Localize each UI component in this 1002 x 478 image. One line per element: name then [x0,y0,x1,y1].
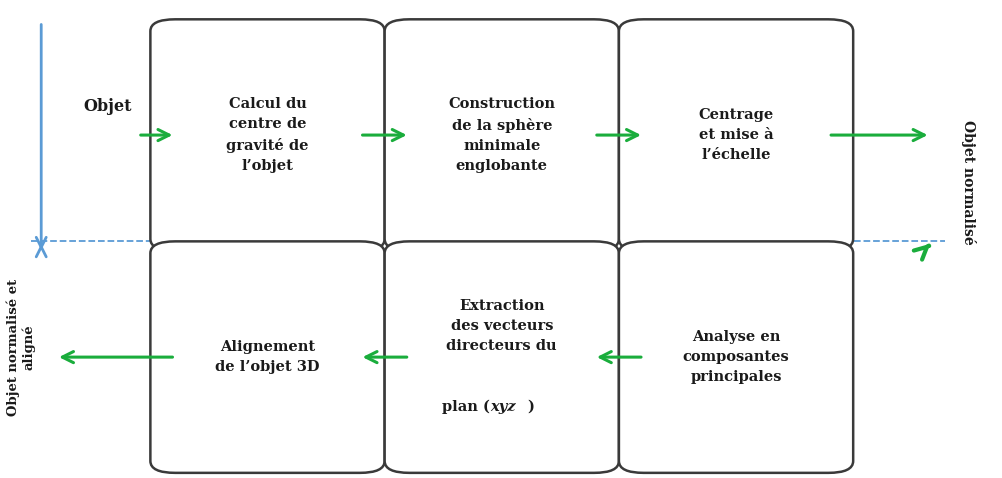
Text: Analyse en
composantes
principales: Analyse en composantes principales [682,330,789,384]
FancyBboxPatch shape [150,241,384,473]
Text: plan (: plan ( [442,400,489,414]
FancyBboxPatch shape [618,241,853,473]
Text: Extraction
des vecteurs
directeurs du: Extraction des vecteurs directeurs du [446,299,556,353]
Text: Objet: Objet [84,98,132,115]
Text: Construction
de la sphère
minimale
englobante: Construction de la sphère minimale englo… [448,97,555,173]
Text: Alignement
de l’objet 3D: Alignement de l’objet 3D [215,340,320,374]
FancyBboxPatch shape [618,19,853,251]
Text: Objet normalisé: Objet normalisé [960,120,975,245]
FancyBboxPatch shape [150,19,384,251]
Text: Centrage
et mise à
l’échelle: Centrage et mise à l’échelle [697,108,773,162]
Text: Calcul du
centre de
gravité de
l’objet: Calcul du centre de gravité de l’objet [226,97,309,173]
FancyBboxPatch shape [384,241,618,473]
Text: Objet normalisé et
aligné: Objet normalisé et aligné [7,279,36,416]
Text: xyz: xyz [489,400,515,414]
Text: ): ) [527,400,534,414]
FancyBboxPatch shape [384,19,618,251]
